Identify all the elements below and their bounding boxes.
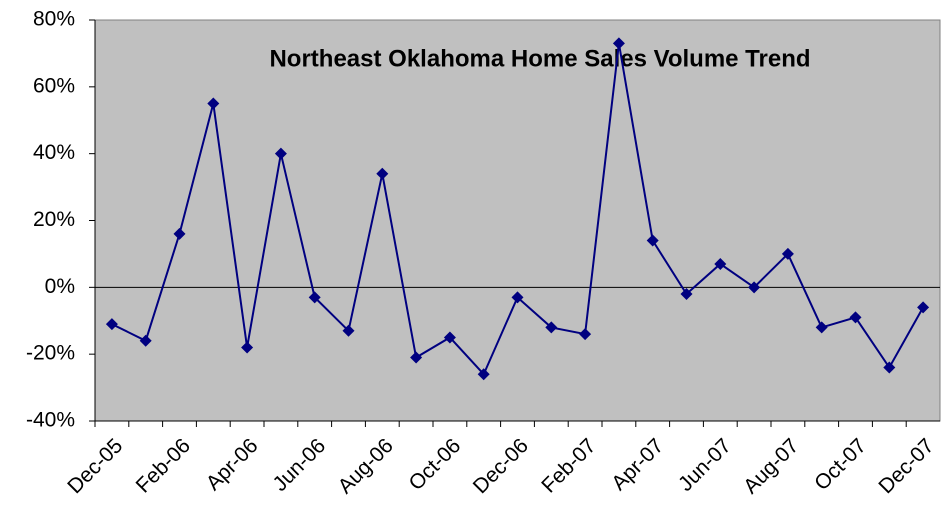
point-marker bbox=[207, 97, 220, 110]
x-tick-label: Oct-06 bbox=[405, 434, 466, 495]
y-tick-label: 80% bbox=[33, 8, 75, 31]
chart-title: Northeast Oklahoma Home Sales Volume Tre… bbox=[269, 45, 810, 72]
point-marker bbox=[241, 341, 254, 354]
point-marker bbox=[308, 291, 321, 304]
y-tick-label: 40% bbox=[33, 141, 75, 164]
point-marker bbox=[274, 147, 287, 160]
point-marker bbox=[815, 321, 828, 334]
point-marker bbox=[579, 328, 592, 341]
y-tick-label: 0% bbox=[45, 275, 75, 298]
point-marker bbox=[781, 247, 794, 260]
point-marker bbox=[105, 318, 118, 331]
y-tick-label: -20% bbox=[26, 342, 75, 365]
x-tick-label: Oct-07 bbox=[810, 434, 871, 495]
point-marker bbox=[477, 368, 490, 381]
point-marker bbox=[342, 324, 355, 337]
point-marker bbox=[443, 331, 456, 344]
point-marker bbox=[173, 227, 186, 240]
y-tick-label: -40% bbox=[26, 409, 75, 432]
x-tick-label: Aug-06 bbox=[334, 434, 398, 498]
x-tick-label: Apr-07 bbox=[607, 434, 668, 495]
x-tick-label: Dec-07 bbox=[874, 434, 938, 498]
point-marker bbox=[883, 361, 896, 374]
point-marker bbox=[612, 37, 625, 50]
point-marker bbox=[714, 257, 727, 270]
point-marker bbox=[511, 291, 524, 304]
x-tick-label: Feb-06 bbox=[132, 434, 195, 497]
y-tick-label: 20% bbox=[33, 208, 75, 231]
x-tick-label: Dec-06 bbox=[469, 434, 533, 498]
x-tick-label: Feb-07 bbox=[537, 434, 600, 497]
plot-area bbox=[94, 19, 941, 422]
point-marker bbox=[680, 288, 693, 301]
point-marker bbox=[376, 167, 389, 180]
point-marker bbox=[545, 321, 558, 334]
point-marker bbox=[849, 311, 862, 324]
x-tick-label: Dec-05 bbox=[63, 434, 127, 498]
x-tick-label: Apr-06 bbox=[202, 434, 263, 495]
point-marker bbox=[410, 351, 423, 364]
point-marker bbox=[139, 334, 152, 347]
x-tick-label: Jun-07 bbox=[674, 434, 736, 496]
x-tick-label: Jun-06 bbox=[268, 434, 330, 496]
y-tick-label: 60% bbox=[33, 74, 75, 97]
point-marker bbox=[748, 281, 761, 294]
x-tick-label: Aug-07 bbox=[739, 434, 803, 498]
point-marker bbox=[917, 301, 930, 314]
point-marker bbox=[646, 234, 659, 247]
